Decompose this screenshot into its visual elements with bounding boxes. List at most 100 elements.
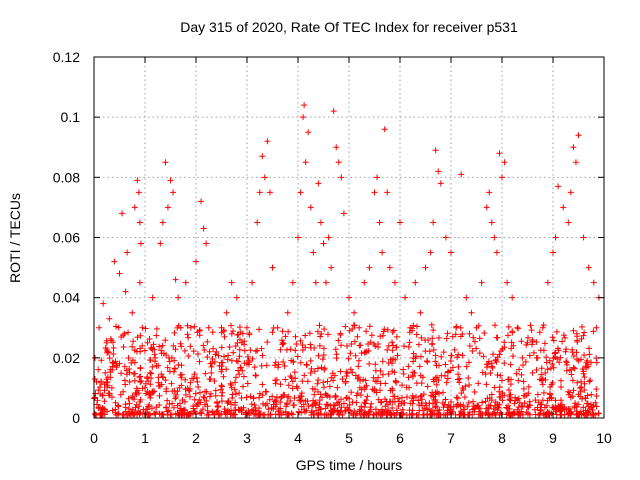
- noise-point: [370, 341, 377, 348]
- noise-point: [125, 405, 132, 412]
- x-tick-label: 1: [141, 430, 149, 446]
- noise-point: [201, 394, 208, 401]
- noise-point: [232, 374, 239, 381]
- noise-point: [395, 402, 402, 409]
- noise-point: [288, 357, 295, 364]
- noise-point: [237, 336, 243, 343]
- data-point: [565, 219, 572, 226]
- data-point: [333, 144, 340, 151]
- noise-point: [392, 356, 399, 363]
- noise-point: [178, 374, 185, 381]
- noise-point: [194, 329, 201, 336]
- noise-point: [337, 368, 344, 375]
- noise-point: [479, 399, 486, 406]
- data-point: [300, 114, 307, 121]
- noise-point: [418, 334, 425, 341]
- noise-point: [181, 347, 188, 354]
- noise-point: [364, 393, 371, 400]
- noise-point: [163, 404, 170, 411]
- noise-point: [246, 330, 253, 337]
- noise-point: [250, 395, 257, 402]
- noise-point: [324, 331, 331, 338]
- noise-point: [580, 404, 587, 411]
- noise-point: [216, 411, 223, 418]
- noise-point: [488, 363, 495, 370]
- noise-point: [204, 403, 211, 410]
- noise-point: [514, 396, 521, 403]
- noise-point: [297, 359, 304, 366]
- noise-point: [440, 349, 447, 356]
- noise-point: [312, 386, 319, 393]
- noise-point: [241, 360, 248, 367]
- noise-point: [326, 383, 333, 390]
- noise-point: [579, 323, 586, 330]
- noise-point: [126, 400, 133, 407]
- noise-point: [271, 362, 278, 369]
- noise-point: [459, 352, 466, 359]
- noise-point: [442, 396, 449, 403]
- noise-point: [505, 386, 512, 393]
- noise-point: [281, 363, 288, 370]
- noise-point: [316, 342, 323, 349]
- noise-point: [429, 335, 436, 342]
- noise-point: [295, 408, 302, 415]
- data-point: [593, 324, 600, 331]
- noise-point: [354, 390, 361, 397]
- noise-point: [337, 332, 344, 339]
- noise-point: [535, 399, 542, 406]
- noise-point: [520, 378, 527, 385]
- noise-point: [294, 353, 301, 360]
- noise-point: [346, 401, 353, 408]
- data-point: [361, 279, 368, 286]
- noise-point: [168, 380, 175, 387]
- noise-point: [259, 381, 266, 388]
- noise-point: [438, 353, 445, 360]
- noise-point: [178, 371, 185, 378]
- noise-point: [384, 346, 391, 353]
- noise-point: [283, 411, 290, 418]
- noise-point: [389, 368, 396, 375]
- noise-point: [97, 411, 104, 418]
- noise-point: [321, 366, 328, 373]
- noise-point: [586, 351, 593, 358]
- noise-point: [579, 366, 586, 373]
- noise-point: [379, 332, 386, 339]
- noise-point: [362, 400, 369, 407]
- noise-point: [539, 375, 546, 382]
- noise-point: [144, 388, 151, 395]
- noise-point: [415, 411, 422, 418]
- noise-point: [332, 392, 339, 399]
- noise-point: [137, 378, 144, 385]
- noise-point: [389, 404, 396, 411]
- noise-point: [131, 377, 138, 384]
- noise-point: [129, 343, 136, 350]
- noise-point: [367, 404, 374, 411]
- data-point: [501, 159, 508, 166]
- data-point: [560, 204, 567, 211]
- noise-point: [335, 410, 342, 417]
- noise-point: [368, 400, 375, 407]
- chart-title: Day 315 of 2020, Rate Of TEC Index for r…: [180, 19, 518, 35]
- noise-point: [194, 350, 201, 357]
- noise-point: [358, 407, 365, 414]
- noise-point: [509, 411, 516, 418]
- noise-point: [211, 359, 218, 366]
- noise-point: [475, 380, 482, 387]
- noise-point: [311, 391, 318, 398]
- data-point: [570, 144, 577, 151]
- noise-point: [348, 389, 355, 396]
- noise-point: [104, 374, 111, 381]
- noise-point: [219, 383, 226, 390]
- noise-point: [557, 377, 564, 384]
- data-point: [384, 189, 391, 196]
- noise-point: [525, 390, 532, 397]
- noise-point: [557, 354, 564, 361]
- noise-point: [550, 364, 557, 371]
- noise-point: [258, 362, 265, 369]
- noise-point: [549, 361, 556, 368]
- noise-point: [552, 397, 559, 404]
- noise-point: [559, 401, 566, 408]
- noise-point: [313, 407, 320, 414]
- noise-point: [156, 383, 163, 390]
- noise-point: [574, 356, 581, 363]
